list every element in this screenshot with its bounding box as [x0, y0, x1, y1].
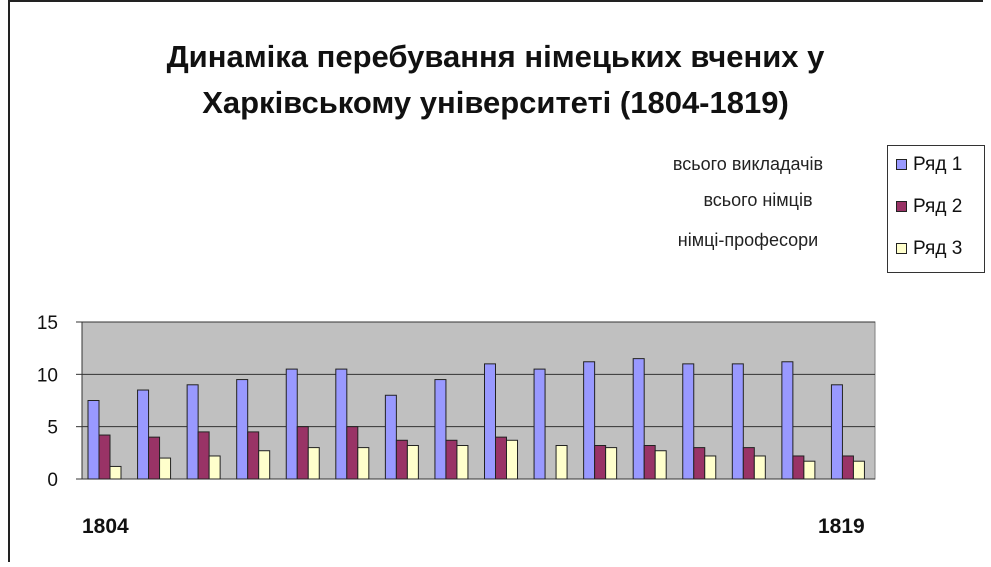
bar-1-1815 — [632, 358, 645, 480]
bar-2-1812 — [495, 436, 507, 480]
bar-3-1818 — [803, 460, 816, 480]
bar-1-1811 — [434, 379, 447, 480]
bar-3-1811 — [456, 445, 469, 480]
bar-1-1812 — [484, 363, 496, 480]
y-tick-label: 5 — [47, 418, 58, 439]
legend-label-series-1: Ряд 1 — [913, 154, 963, 175]
y-tick-label: 10 — [37, 365, 58, 386]
bar-1-1814 — [583, 361, 596, 480]
legend-label-series-2: Ряд 2 — [913, 196, 963, 217]
y-tick-label: 15 — [37, 313, 58, 334]
legend-swatch-series-3 — [896, 243, 907, 254]
bar-2-1818 — [792, 455, 805, 480]
bar-3-1808 — [307, 447, 320, 480]
bar-2-1805 — [148, 436, 161, 480]
bar-2-1814 — [594, 445, 607, 480]
bar-3-1810 — [406, 445, 419, 480]
bar-1-1817 — [731, 363, 744, 480]
y-tick-label: 0 — [47, 470, 58, 491]
bar-3-1816 — [704, 455, 717, 480]
bar-1-1819 — [830, 384, 843, 480]
bar-3-1817 — [753, 455, 766, 480]
bar-1-1818 — [781, 361, 794, 480]
x-end-label: 1819 — [818, 515, 865, 538]
bar-2-1819 — [841, 455, 854, 480]
bar-2-1811 — [445, 439, 458, 480]
bar-3-1819 — [852, 460, 865, 480]
bar-1-1807 — [236, 379, 249, 480]
bar-2-1807 — [247, 431, 260, 480]
bar-2-1815 — [643, 445, 656, 480]
bar-2-1817 — [742, 447, 755, 480]
bar-3-1809 — [357, 447, 370, 480]
bar-2-1816 — [693, 447, 706, 480]
legend-label-series-3: Ряд 3 — [913, 238, 963, 259]
note-german-professors: німці-професори — [677, 230, 819, 250]
bar-3-1805 — [159, 457, 172, 480]
legend-swatch-series-1 — [896, 159, 907, 170]
bar-1-1804 — [87, 400, 100, 480]
chart-title-line-2: Харківському університеті (1804-1819) — [202, 85, 789, 120]
note-total-teachers: всього викладачів — [672, 154, 824, 174]
bar-2-1810 — [395, 439, 408, 480]
bar-3-1813 — [555, 445, 568, 480]
bar-2-1808 — [296, 426, 309, 480]
bar-1-1816 — [682, 363, 695, 480]
chart-title-line-1: Динаміка перебування німецьких вчених у — [166, 39, 825, 74]
bar-3-1814 — [605, 447, 618, 480]
bar-2-1806 — [197, 431, 210, 480]
note-total-germans: всього німців — [703, 190, 813, 210]
bar-2-1804 — [98, 434, 111, 480]
bar-1-1809 — [335, 368, 348, 480]
x-start-label: 1804 — [82, 515, 129, 538]
chart-legend: Ряд 1 Ряд 2 Ряд 3 — [887, 145, 985, 273]
bar-3-1807 — [258, 450, 271, 480]
bar-2-1809 — [346, 426, 359, 480]
bar-1-1806 — [186, 384, 199, 480]
bar-1-1810 — [384, 394, 397, 480]
bar-1-1805 — [137, 389, 150, 480]
legend-swatch-series-2 — [896, 201, 907, 212]
bar-3-1812 — [506, 439, 518, 480]
bar-3-1815 — [654, 450, 667, 480]
bar-3-1804 — [109, 465, 122, 480]
bar-1-1813 — [533, 368, 546, 480]
bar-3-1806 — [208, 455, 221, 480]
bar-1-1808 — [285, 368, 298, 480]
